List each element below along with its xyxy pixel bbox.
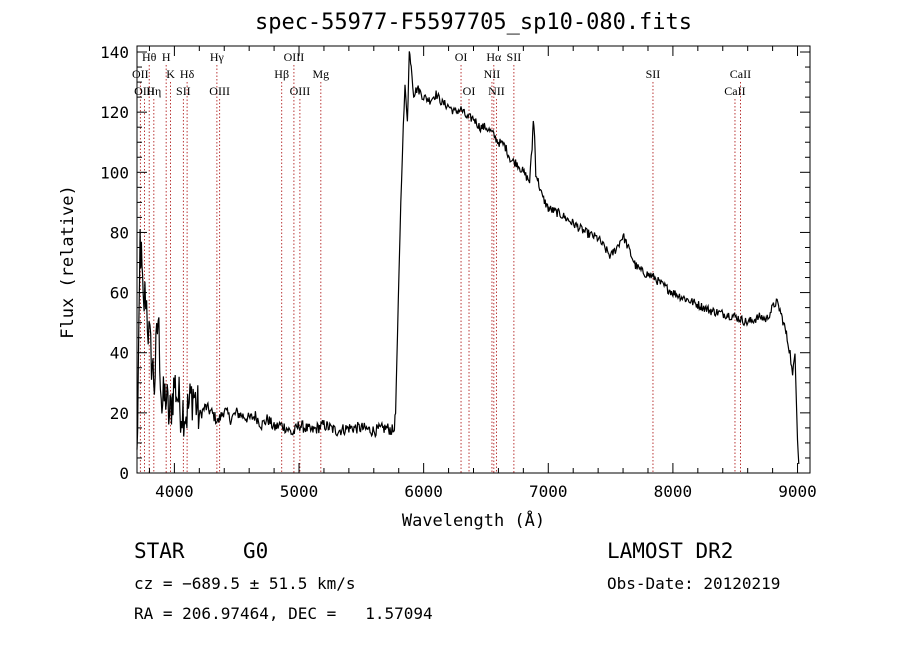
line-label: K: [166, 67, 175, 81]
x-tick-label: 9000: [778, 482, 817, 501]
line-label: OIII: [290, 84, 311, 98]
line-label: OI: [455, 50, 468, 64]
survey-name: LAMOST DR2: [607, 539, 734, 563]
y-axis-label: Flux (relative): [58, 185, 78, 339]
chart-title: spec-55977-F5597705_sp10-080.fits: [254, 10, 693, 35]
y-tick-label: 0: [119, 464, 129, 483]
x-axis-label: Wavelength (Å): [401, 511, 546, 531]
line-label: OII: [132, 67, 149, 81]
y-tick-label: 40: [110, 344, 129, 363]
line-label: Hβ: [274, 67, 289, 81]
x-tick-label: 7000: [529, 482, 568, 501]
axis-ticks: 4000 5000 6000 7000 8000 9000 0 20 40 60 80 100 120 1…: [100, 43, 817, 501]
line-label: SII: [646, 67, 661, 81]
x-tick-label: 6000: [404, 482, 443, 501]
object-class: STAR: [134, 539, 185, 563]
line-label: OIII: [134, 84, 155, 98]
spectrum-line: [136, 51, 800, 465]
x-tick-label: 4000: [155, 482, 194, 501]
line-label: NII: [484, 67, 501, 81]
line-label: OIII: [284, 50, 305, 64]
object-subclass: G0: [243, 539, 269, 563]
x-tick-label: 5000: [280, 482, 319, 501]
plot-frame: [136, 45, 811, 474]
line-label: Mg: [312, 67, 329, 81]
y-tick-label: 80: [110, 223, 129, 242]
x-tick-label: 8000: [654, 482, 693, 501]
y-tick-label: 100: [100, 163, 129, 182]
y-tick-label: 140: [100, 43, 129, 62]
line-label: Hη: [146, 84, 161, 98]
line-label: Hα: [486, 50, 502, 64]
line-label: SII: [507, 50, 522, 64]
y-tick-label: 20: [110, 404, 129, 423]
line-label: Hθ: [142, 50, 157, 64]
line-label: SII: [176, 84, 191, 98]
line-label: Hγ: [210, 50, 225, 64]
line-label: H: [162, 50, 171, 64]
coordinates: RA = 206.97464, DEC = 1.57094: [134, 604, 433, 623]
y-tick-label: 120: [100, 103, 129, 122]
redshift-velocity: cz = −689.5 ± 51.5 km/s: [134, 574, 356, 593]
y-tick-label: 60: [110, 284, 129, 303]
observation-date: Obs-Date: 20120219: [607, 574, 781, 593]
emission-line-markers: [139, 65, 741, 473]
line-label: CaII: [730, 67, 751, 81]
line-label: Hδ: [180, 67, 195, 81]
line-label: OI: [463, 84, 476, 98]
line-label: OIII: [209, 84, 230, 98]
line-label: NII: [488, 84, 505, 98]
line-label: CaII: [724, 84, 745, 98]
